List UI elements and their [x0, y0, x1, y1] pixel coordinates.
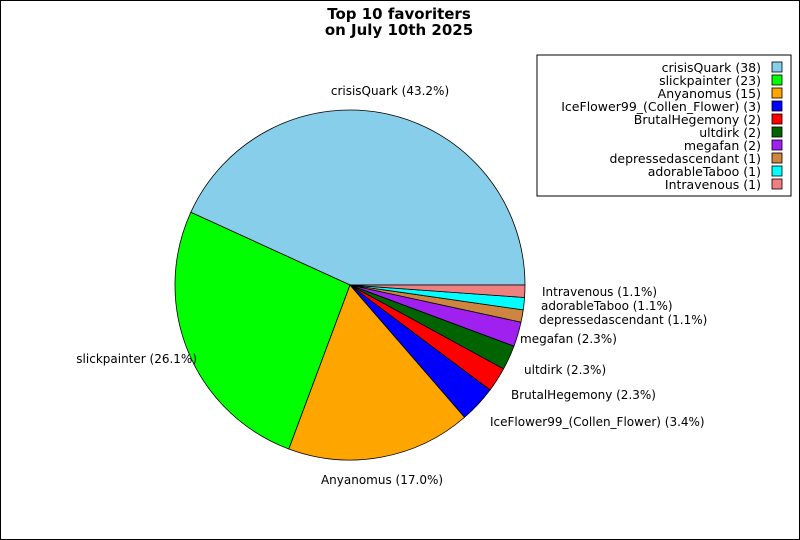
- slice-label: megafan (2.3%): [520, 332, 617, 346]
- legend-label: Anyanomus (15): [658, 86, 761, 101]
- slice-labels: crisisQuark (43.2%) slickpainter (26.1%) A…: [76, 84, 707, 487]
- legend-box: [536, 54, 792, 197]
- slice-label: Anyanomus (17.0%): [321, 473, 443, 487]
- legend-label: IceFlower99_(Collen_Flower) (3): [561, 99, 761, 114]
- legend-swatch: [771, 178, 783, 190]
- legend-label: ultdirk (2): [699, 125, 761, 140]
- pie-slice-intravenous: [349, 284, 526, 298]
- legend-swatch: [771, 61, 783, 73]
- slice-label: crisisQuark (43.2%): [331, 84, 449, 98]
- legend-label: Intravenous (1): [665, 177, 761, 192]
- slice-label: slickpainter (26.1%): [76, 352, 197, 366]
- pie-slice-anyanomus: [288, 284, 466, 461]
- legend-label: megafan (2): [684, 138, 761, 153]
- legend-swatch: [771, 152, 783, 164]
- slice-label: BrutalHegemony (2.3%): [511, 388, 656, 402]
- pie-slices: [174, 109, 526, 461]
- legend-label: depressedascendant (1): [609, 151, 761, 166]
- legend: crisisQuark (38)slickpainter (23)Anyanom…: [536, 54, 792, 197]
- slice-label: ultdirk (2.3%): [524, 363, 606, 377]
- legend-swatch: [771, 126, 783, 138]
- legend-label: crisisQuark (38): [662, 60, 761, 75]
- slice-label: adorableTaboo (1.1%): [541, 299, 673, 313]
- legend-swatch: [771, 100, 783, 112]
- chart-title-line-1: Top 10 favoriters: [327, 5, 471, 23]
- legend-swatch: [771, 113, 783, 125]
- legend-swatch: [771, 74, 783, 86]
- slice-label: Intravenous (1.1%): [542, 285, 657, 299]
- legend-swatch: [771, 87, 783, 99]
- pie-slice-slickpainter: [174, 211, 351, 450]
- chart-title-line-2: on July 10th 2025: [325, 21, 473, 39]
- slice-label: IceFlower99_(Collen_Flower) (3.4%): [490, 415, 705, 429]
- legend-swatch: [771, 165, 783, 177]
- slice-label: depressedascendant (1.1%): [539, 313, 707, 327]
- pie-slice-crisisquark: [190, 109, 526, 286]
- legend-label: BrutalHegemony (2): [634, 112, 761, 127]
- legend-label: slickpainter (23): [659, 73, 761, 88]
- legend-label: adorableTaboo (1): [648, 164, 761, 179]
- legend-swatch: [771, 139, 783, 151]
